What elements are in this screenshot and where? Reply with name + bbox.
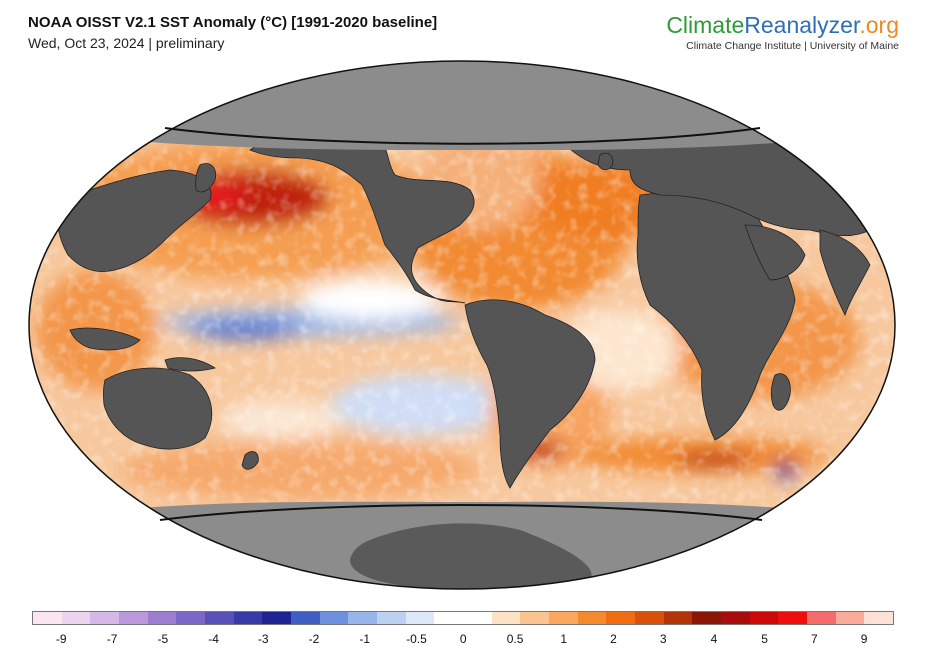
color-scale-tick-label: -0.5 xyxy=(406,632,427,646)
color-scale-swatch xyxy=(864,612,894,624)
antarctic-boundary-line xyxy=(159,504,763,521)
color-scale-swatch xyxy=(577,612,607,624)
color-scale-swatch xyxy=(377,612,406,624)
color-scale-swatch xyxy=(147,612,177,624)
color-scale-swatch xyxy=(520,612,550,624)
color-scale-swatch xyxy=(348,612,378,624)
brand-name-part2: Reanalyzer xyxy=(744,12,860,38)
color-scale-swatch xyxy=(491,612,521,624)
color-scale-bar xyxy=(32,611,894,625)
color-scale-swatch xyxy=(835,612,865,624)
color-scale-swatch xyxy=(33,612,62,624)
land-india-se-asia xyxy=(819,229,871,317)
color-scale-swatch xyxy=(749,612,779,624)
color-scale-swatch xyxy=(463,612,492,624)
color-scale-swatch xyxy=(61,612,91,624)
land-uk xyxy=(597,152,614,170)
color-scale-tick-label: -7 xyxy=(106,632,118,646)
color-scale-swatch xyxy=(721,612,750,624)
color-scale-swatch xyxy=(606,612,636,624)
color-scale-tick-label: 2 xyxy=(610,632,617,646)
color-scale-tick-label: 0 xyxy=(459,632,467,646)
color-scale-tick-label: -3 xyxy=(257,632,269,646)
color-scale-swatch xyxy=(549,612,578,624)
brand-name-part3: .org xyxy=(859,12,899,38)
color-scale-swatch xyxy=(205,612,234,624)
map-date-subtitle: Wed, Oct 23, 2024 | preliminary xyxy=(28,35,225,51)
color-scale-tick-label: -9 xyxy=(55,632,67,646)
land-japan xyxy=(195,163,217,193)
arctic-region xyxy=(29,61,895,151)
color-scale-tick-label: 7 xyxy=(811,632,818,646)
map-frame xyxy=(28,60,896,590)
color-scale-swatch xyxy=(262,612,292,624)
land-new-guinea xyxy=(164,357,216,372)
color-scale-tick-label: 4 xyxy=(710,632,718,646)
brand-name: ClimateReanalyzer.org xyxy=(666,12,899,38)
color-scale-swatch xyxy=(692,612,722,624)
color-scale-swatch xyxy=(663,612,693,624)
color-scale-tick-label: -4 xyxy=(208,632,219,646)
brand-tagline: Climate Change Institute | University of… xyxy=(686,40,899,52)
color-scale-swatch xyxy=(119,612,148,624)
land-arabia xyxy=(744,224,806,281)
color-scale-swatch xyxy=(233,612,263,624)
land-south-america xyxy=(464,299,596,489)
color-scale-swatch xyxy=(90,612,120,624)
color-scale-tick-label: 9 xyxy=(860,632,868,646)
land-madagascar xyxy=(770,373,791,411)
color-scale-swatch xyxy=(434,612,464,624)
brand-name-part1: Climate xyxy=(666,12,745,38)
brand-logo: ClimateReanalyzer.org Climate Change Ins… xyxy=(666,12,899,52)
antarctica-landmass xyxy=(350,523,592,589)
color-scale-swatch xyxy=(319,612,349,624)
color-scale-tick-label: 0.5 xyxy=(506,632,524,646)
land-australia xyxy=(102,367,213,450)
arctic-boundary-line xyxy=(164,127,761,145)
color-scale-tick-label: 5 xyxy=(761,632,768,646)
land-new-zealand xyxy=(241,451,259,470)
color-scale-tick-label: -2 xyxy=(308,632,320,646)
color-scale-tick-label: 3 xyxy=(659,632,667,646)
land-east-asia xyxy=(57,169,212,272)
color-scale-swatch xyxy=(291,612,320,624)
color-scale-tick-label: 1 xyxy=(560,632,568,646)
color-scale-swatch xyxy=(405,612,435,624)
color-scale-swatch xyxy=(176,612,206,624)
color-scale-swatch xyxy=(635,612,664,624)
map-title: NOAA OISST V2.1 SST Anomaly (°C) [1991-2… xyxy=(28,14,438,31)
color-scale-swatch xyxy=(778,612,808,624)
land-indonesia xyxy=(69,327,141,351)
color-scale-swatch xyxy=(807,612,836,624)
color-scale-tick-label: -1 xyxy=(359,632,371,646)
color-scale-tick-label: -5 xyxy=(157,632,169,646)
